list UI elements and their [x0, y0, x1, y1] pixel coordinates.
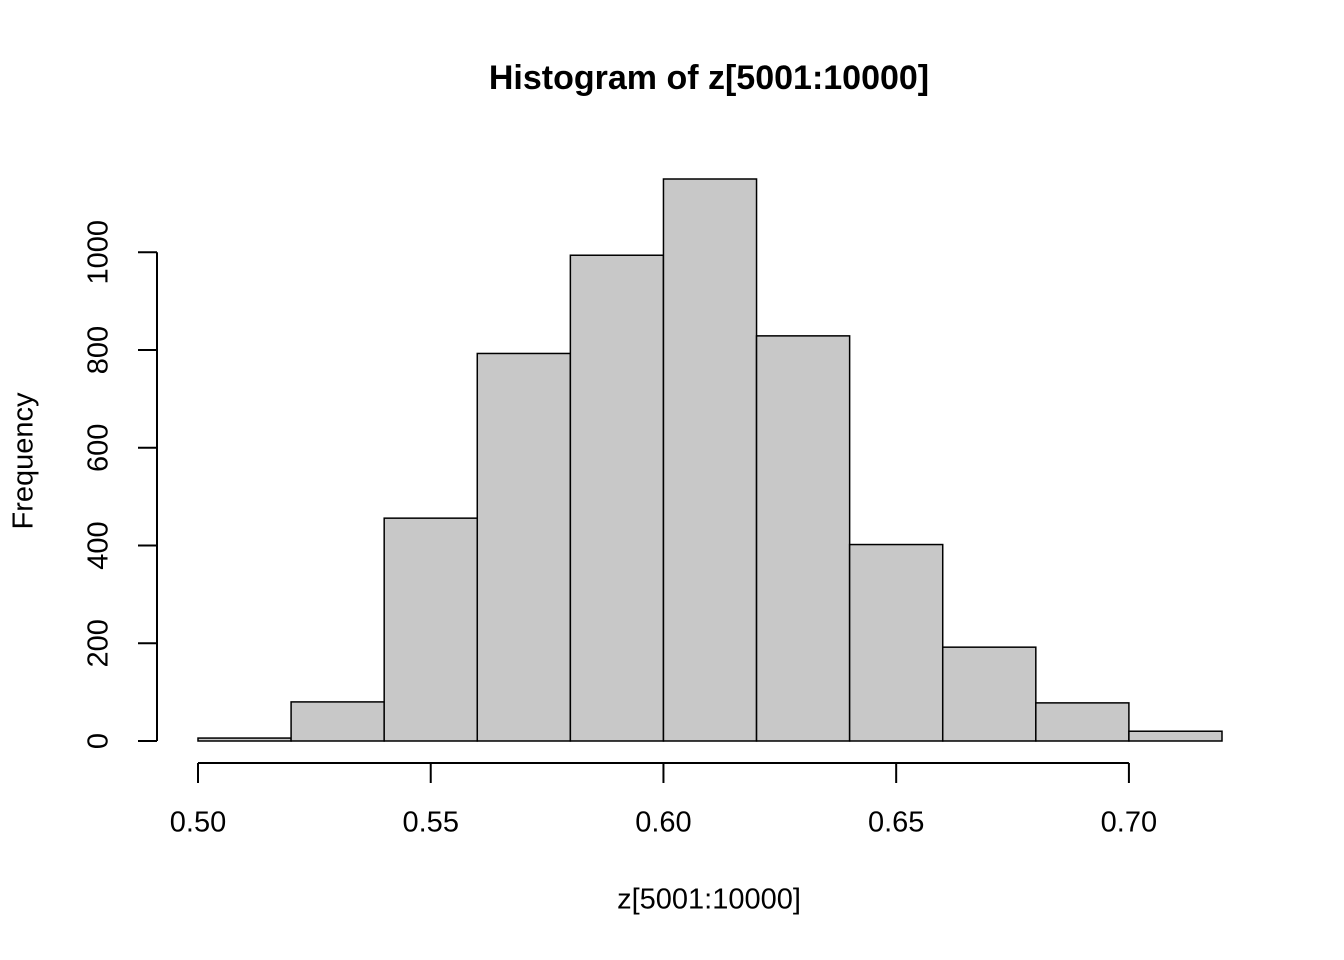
x-tick-label: 0.60 — [635, 807, 691, 839]
x-tick-label: 0.70 — [1101, 807, 1157, 839]
bar — [569, 254, 665, 742]
x-tick-label: 0.65 — [868, 807, 924, 839]
bar — [290, 701, 385, 742]
x-axis-label: z[5001:10000] — [617, 884, 801, 916]
y-tick-label: 800 — [83, 326, 115, 374]
bar — [476, 352, 572, 742]
bar — [941, 646, 1037, 742]
y-axis-label: Frequency — [8, 392, 40, 530]
x-tick-label: 0.50 — [170, 807, 226, 839]
bar — [755, 335, 851, 742]
y-tick-label: 400 — [83, 521, 115, 569]
bar — [848, 543, 944, 742]
bar — [662, 178, 758, 742]
bar — [1128, 730, 1223, 742]
bar — [1035, 702, 1130, 742]
bar — [383, 517, 479, 742]
y-tick-label: 1000 — [83, 220, 115, 285]
y-tick-label: 600 — [83, 424, 115, 472]
bar — [197, 737, 292, 742]
y-tick-label: 200 — [83, 619, 115, 667]
chart-title: Histogram of z[5001:10000] — [489, 59, 929, 97]
x-tick-label: 0.55 — [403, 807, 459, 839]
y-tick-label: 0 — [83, 733, 115, 749]
